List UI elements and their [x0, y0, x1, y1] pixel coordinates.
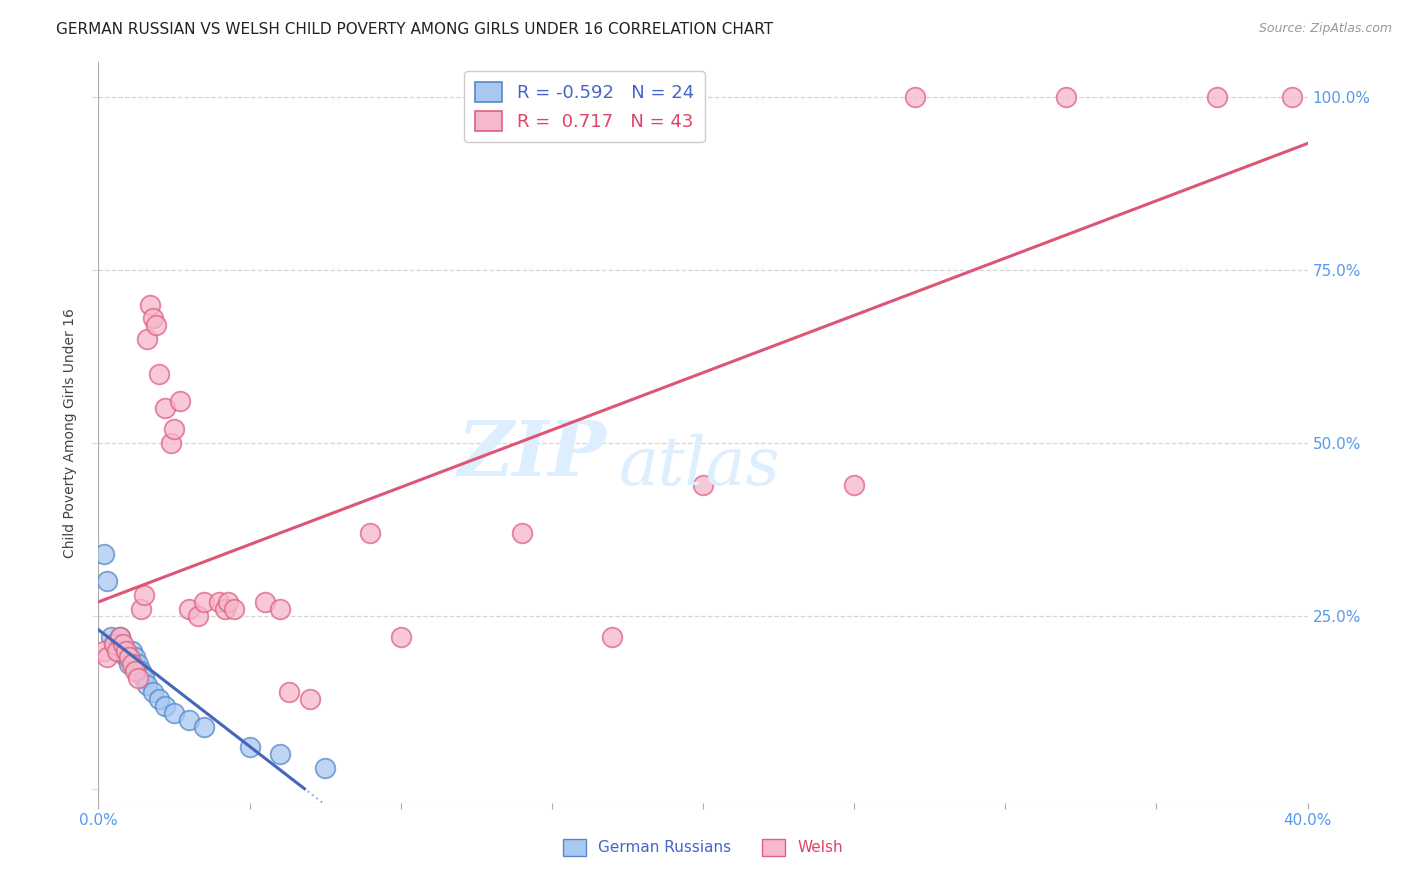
Point: [217, 595, 239, 609]
Point: [1281, 90, 1303, 104]
Point: [1054, 90, 1077, 104]
Point: [111, 643, 134, 657]
Text: ZIP: ZIP: [457, 417, 606, 491]
Point: [148, 692, 170, 706]
Point: [100, 630, 122, 644]
Legend: German Russians, Welsh: German Russians, Welsh: [557, 833, 849, 862]
Point: [105, 643, 128, 657]
Point: [114, 650, 136, 665]
Point: [208, 595, 231, 609]
Point: [179, 602, 201, 616]
Y-axis label: Child Poverty Among Girls Under 16: Child Poverty Among Girls Under 16: [63, 308, 77, 558]
Point: [187, 609, 209, 624]
Point: [135, 678, 157, 692]
Point: [105, 643, 128, 657]
Point: [114, 643, 136, 657]
Point: [121, 643, 143, 657]
Point: [142, 685, 165, 699]
Point: [239, 740, 262, 755]
Point: [360, 525, 382, 540]
Point: [844, 477, 866, 491]
Point: [193, 720, 215, 734]
Point: [127, 671, 149, 685]
Point: [269, 747, 291, 762]
Point: [269, 602, 291, 616]
Point: [139, 297, 162, 311]
Point: [160, 436, 183, 450]
Point: [602, 630, 624, 644]
Point: [904, 90, 927, 104]
Point: [135, 332, 157, 346]
Text: GERMAN RUSSIAN VS WELSH CHILD POVERTY AMONG GIRLS UNDER 16 CORRELATION CHART: GERMAN RUSSIAN VS WELSH CHILD POVERTY AM…: [56, 22, 773, 37]
Point: [145, 318, 167, 333]
Point: [1206, 90, 1229, 104]
Point: [510, 525, 533, 540]
Point: [129, 665, 152, 679]
Point: [127, 657, 149, 672]
Point: [118, 650, 141, 665]
Point: [129, 602, 152, 616]
Point: [96, 574, 118, 589]
Point: [132, 671, 155, 685]
Point: [253, 595, 276, 609]
Point: [132, 588, 155, 602]
Point: [389, 630, 412, 644]
Point: [108, 630, 131, 644]
Point: [163, 706, 186, 720]
Point: [118, 657, 141, 672]
Point: [214, 602, 236, 616]
Point: [153, 698, 176, 713]
Point: [108, 630, 131, 644]
Point: [103, 637, 125, 651]
Point: [124, 650, 146, 665]
Text: atlas: atlas: [619, 434, 780, 499]
Point: [124, 665, 146, 679]
Point: [163, 422, 186, 436]
Point: [96, 650, 118, 665]
Point: [277, 685, 299, 699]
Point: [299, 692, 322, 706]
Point: [153, 401, 176, 416]
Point: [121, 657, 143, 672]
Point: [103, 637, 125, 651]
Point: [692, 477, 714, 491]
Text: Source: ZipAtlas.com: Source: ZipAtlas.com: [1258, 22, 1392, 36]
Point: [224, 602, 246, 616]
Point: [111, 637, 134, 651]
Point: [193, 595, 215, 609]
Point: [93, 643, 115, 657]
Point: [179, 713, 201, 727]
Point: [142, 311, 165, 326]
Point: [314, 761, 336, 775]
Point: [169, 394, 191, 409]
Point: [93, 547, 115, 561]
Point: [148, 367, 170, 381]
